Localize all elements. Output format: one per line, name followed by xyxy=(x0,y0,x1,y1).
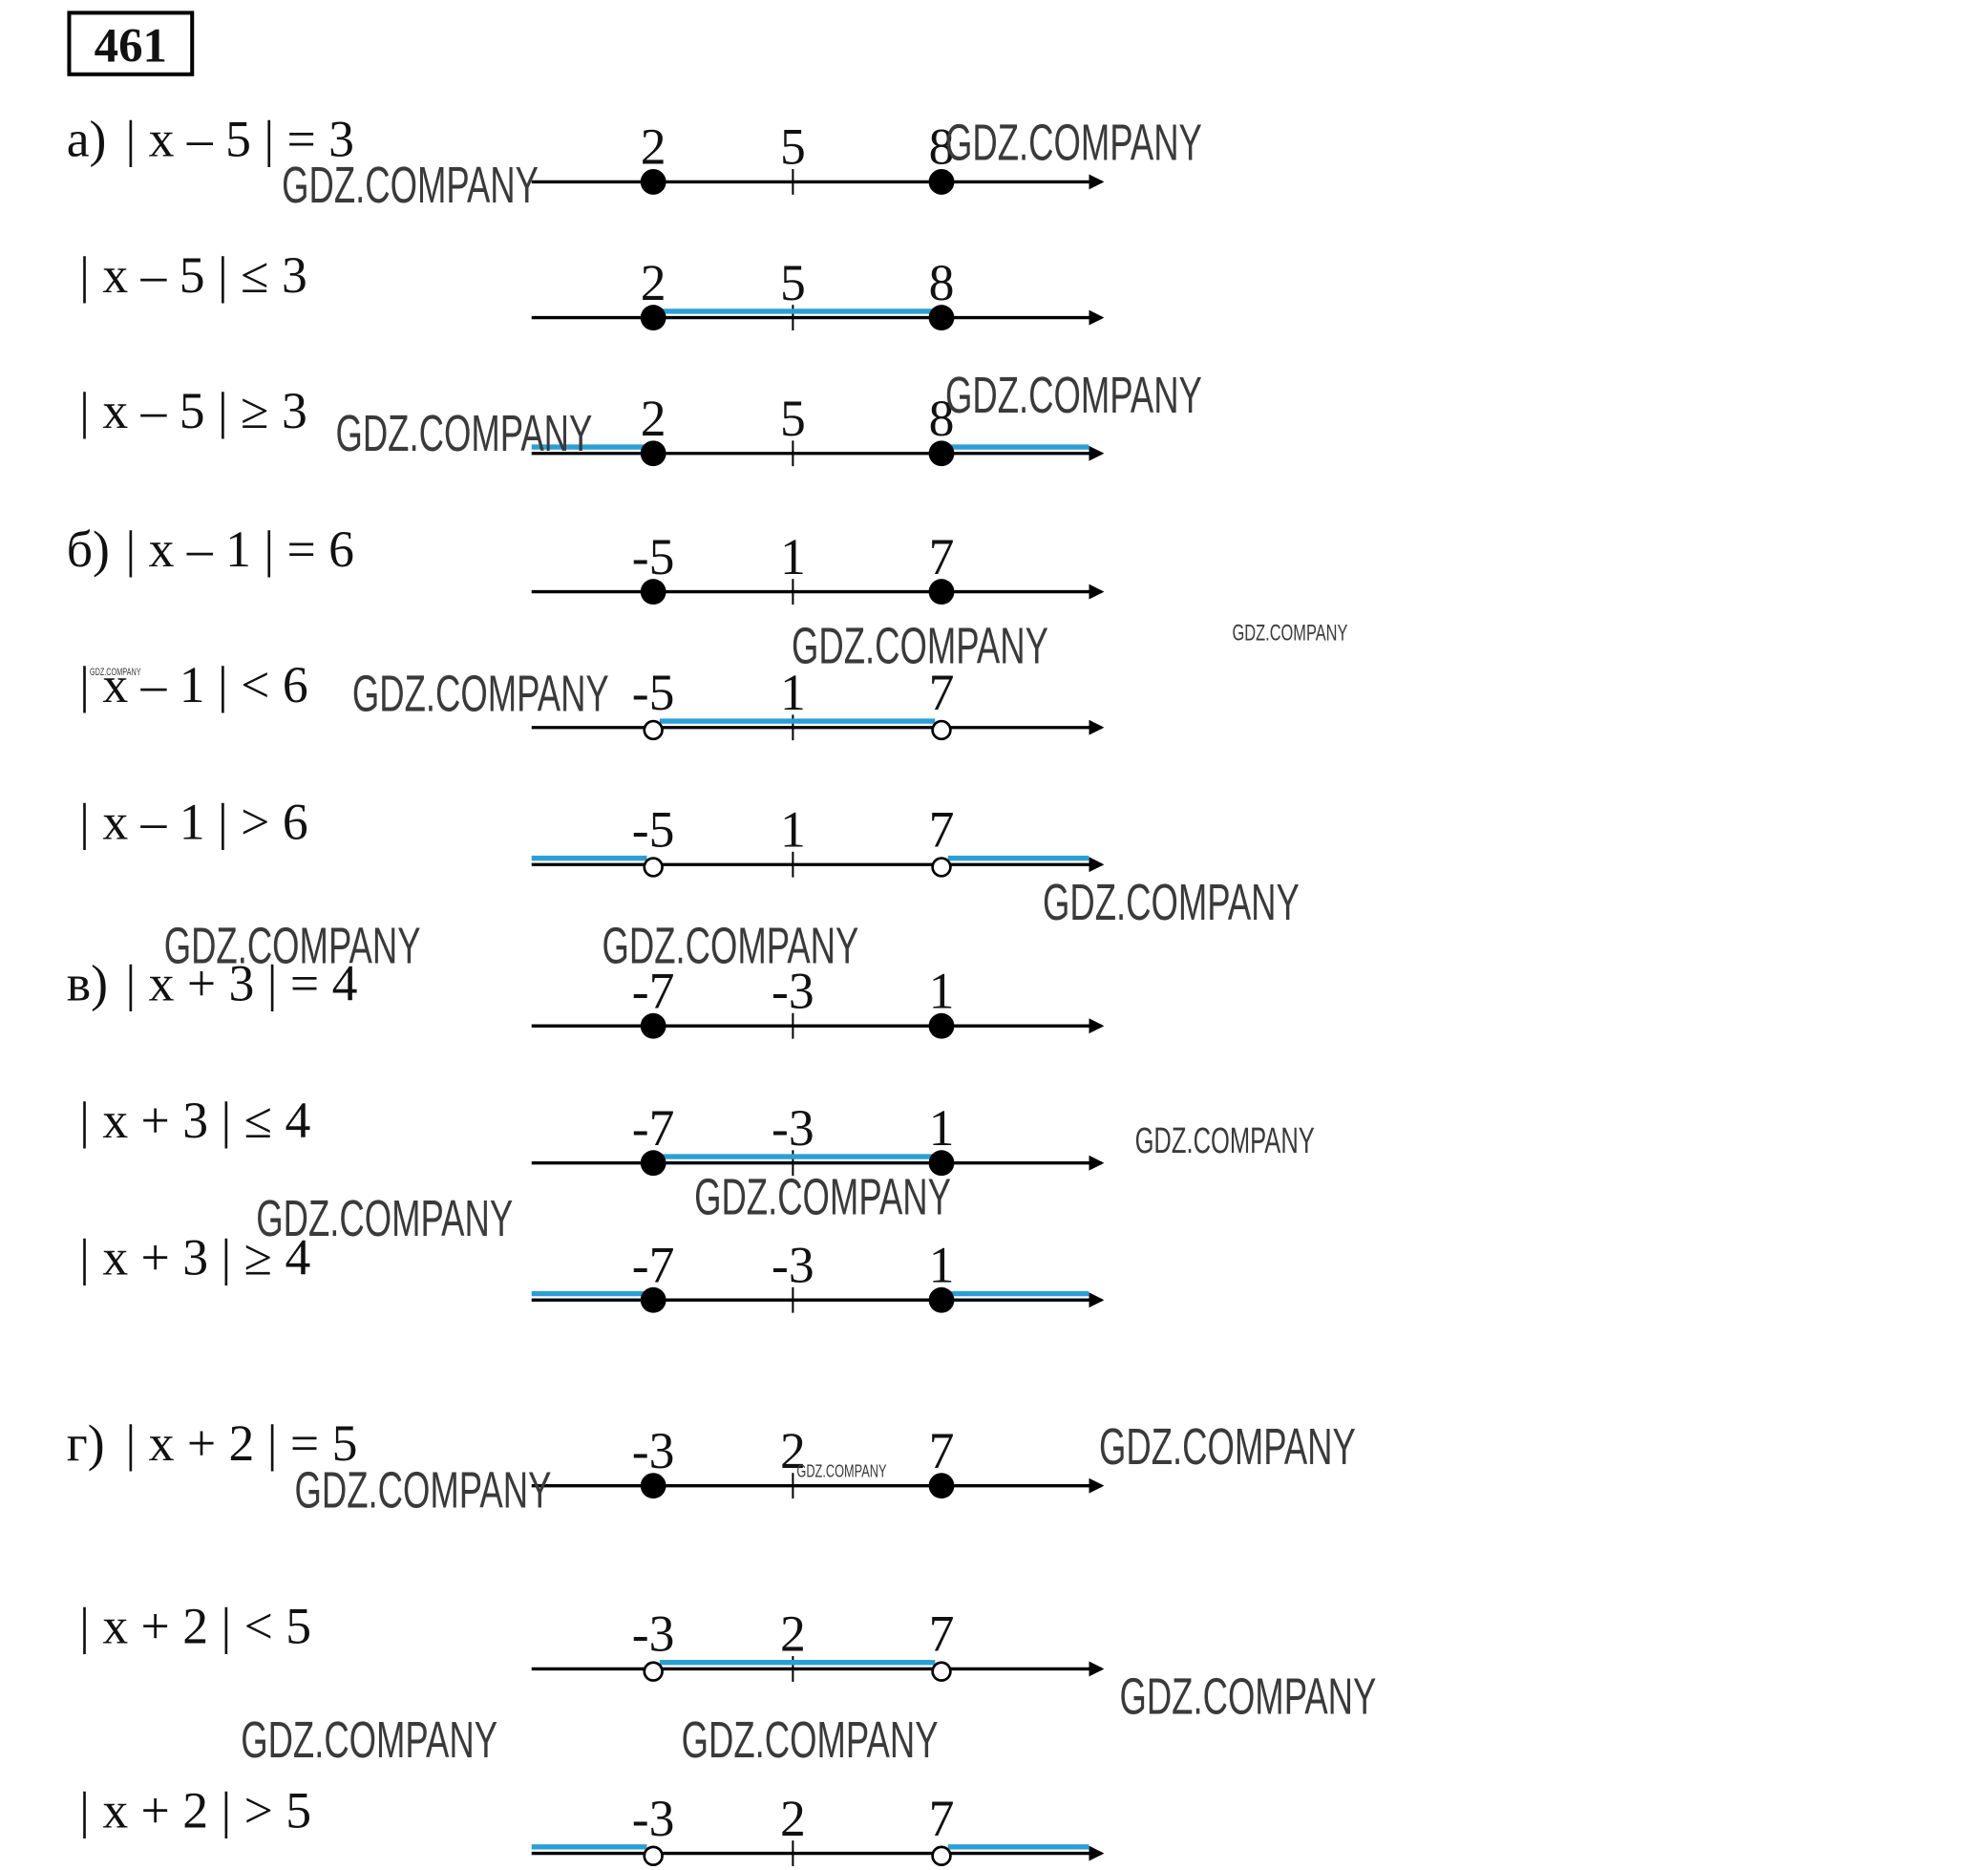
filled-point xyxy=(928,1286,955,1313)
equation: | x + 3 | ≤ 4 xyxy=(79,1092,310,1149)
tick-label: 1 xyxy=(929,1236,955,1293)
watermark: GDZ.COMPANY xyxy=(945,366,1202,424)
tick-label: 8 xyxy=(929,254,955,311)
part-label: а) xyxy=(67,111,107,168)
tick-label: -3 xyxy=(772,1099,814,1157)
tick-label: -7 xyxy=(632,1099,675,1157)
tick-label: -7 xyxy=(632,962,675,1019)
watermark: GDZ.COMPANY xyxy=(796,1461,886,1481)
tick-label: 1 xyxy=(780,664,806,721)
part-label: в) xyxy=(67,954,108,1011)
filled-point xyxy=(928,169,955,195)
watermark: GDZ.COMPANY xyxy=(164,916,421,974)
watermark: GDZ.COMPANY xyxy=(603,916,859,974)
filled-point xyxy=(640,579,666,605)
filled-point xyxy=(928,1473,955,1499)
tick-label: 2 xyxy=(641,254,666,311)
watermark: GDZ.COMPANY xyxy=(945,114,1202,172)
tick-label: -5 xyxy=(632,528,675,585)
equation: | x – 1 | = 6 xyxy=(125,521,354,578)
tick-label: -3 xyxy=(632,1605,675,1663)
tick-label: 8 xyxy=(929,118,955,176)
equation: | x – 1 | < 6 xyxy=(79,656,308,713)
watermark: GDZ.COMPANY xyxy=(282,156,539,214)
watermark: GDZ.COMPANY xyxy=(1233,620,1348,646)
open-point xyxy=(643,1661,664,1682)
filled-point xyxy=(928,440,955,467)
filled-point xyxy=(928,1150,955,1177)
watermark: GDZ.COMPANY xyxy=(682,1711,939,1769)
watermark: GDZ.COMPANY xyxy=(241,1711,497,1769)
filled-point xyxy=(928,305,955,331)
tick-label: 5 xyxy=(780,118,806,176)
tick-label: 2 xyxy=(641,390,666,447)
part-label: г) xyxy=(67,1414,105,1472)
equation: | x + 2 | = 5 xyxy=(125,1414,357,1472)
tick-label: 7 xyxy=(929,1422,955,1479)
watermark: GDZ.COMPANY xyxy=(90,666,141,677)
tick-label: -5 xyxy=(632,800,675,858)
title: 461 xyxy=(95,19,167,73)
filled-point xyxy=(928,1012,955,1039)
equation: | x – 5 | ≥ 3 xyxy=(79,382,307,439)
watermark: GDZ.COMPANY xyxy=(1119,1667,1376,1725)
equation: | x – 5 | ≤ 3 xyxy=(79,246,307,304)
tick-label: 2 xyxy=(780,1605,806,1663)
open-point xyxy=(643,1845,664,1866)
filled-point xyxy=(640,1012,666,1039)
open-point xyxy=(931,1845,952,1866)
title-box xyxy=(67,11,195,76)
tick-label: 5 xyxy=(780,254,806,311)
tick-label: -3 xyxy=(772,1236,814,1293)
tick-label: 8 xyxy=(929,390,955,447)
open-point xyxy=(931,719,952,741)
watermark: GDZ.COMPANY xyxy=(1043,873,1300,931)
watermark: GDZ.COMPANY xyxy=(256,1189,513,1247)
watermark: GDZ.COMPANY xyxy=(1099,1417,1356,1476)
equation: | x – 5 | = 3 xyxy=(125,111,354,168)
tick-label: 2 xyxy=(780,1790,806,1847)
equation: | x + 3 | = 4 xyxy=(125,954,357,1011)
filled-point xyxy=(640,169,666,195)
tick-label: -3 xyxy=(772,962,814,1019)
tick-label: 5 xyxy=(780,390,806,447)
tick-label: 1 xyxy=(929,962,955,1019)
equation: | x + 2 | > 5 xyxy=(79,1782,311,1839)
watermark: GDZ.COMPANY xyxy=(295,1460,552,1519)
filled-point xyxy=(928,579,955,605)
tick-label: 1 xyxy=(780,800,806,858)
watermark: GDZ.COMPANY xyxy=(792,617,1048,675)
filled-point xyxy=(640,1473,666,1499)
watermark: GDZ.COMPANY xyxy=(1135,1120,1315,1160)
tick-label: 7 xyxy=(929,1605,955,1663)
filled-point xyxy=(640,1286,666,1313)
tick-label: 7 xyxy=(929,800,955,858)
tick-label: 7 xyxy=(929,528,955,585)
equation: | x – 1 | > 6 xyxy=(79,793,308,850)
tick-label: 2 xyxy=(641,118,666,176)
open-point xyxy=(931,1661,952,1682)
tick-label: 1 xyxy=(929,1099,955,1157)
watermark: GDZ.COMPANY xyxy=(335,404,592,462)
tick-label: 2 xyxy=(780,1422,806,1479)
tick-label: 1 xyxy=(780,528,806,585)
equation: | x + 2 | < 5 xyxy=(79,1598,311,1655)
tick-label: -5 xyxy=(632,664,675,721)
part-label: б) xyxy=(67,521,110,578)
filled-point xyxy=(640,440,666,467)
filled-point xyxy=(640,1150,666,1177)
tick-label: -3 xyxy=(632,1422,675,1479)
open-point xyxy=(643,857,664,878)
equation: | x + 3 | ≥ 4 xyxy=(79,1228,310,1286)
tick-label: -3 xyxy=(632,1790,675,1847)
tick-label: 7 xyxy=(929,1790,955,1847)
open-point xyxy=(931,857,952,878)
watermark: GDZ.COMPANY xyxy=(352,664,609,722)
open-point xyxy=(643,719,664,741)
tick-label: 7 xyxy=(929,664,955,721)
filled-point xyxy=(640,305,666,331)
tick-label: -7 xyxy=(632,1236,675,1293)
watermark: GDZ.COMPANY xyxy=(694,1167,951,1225)
